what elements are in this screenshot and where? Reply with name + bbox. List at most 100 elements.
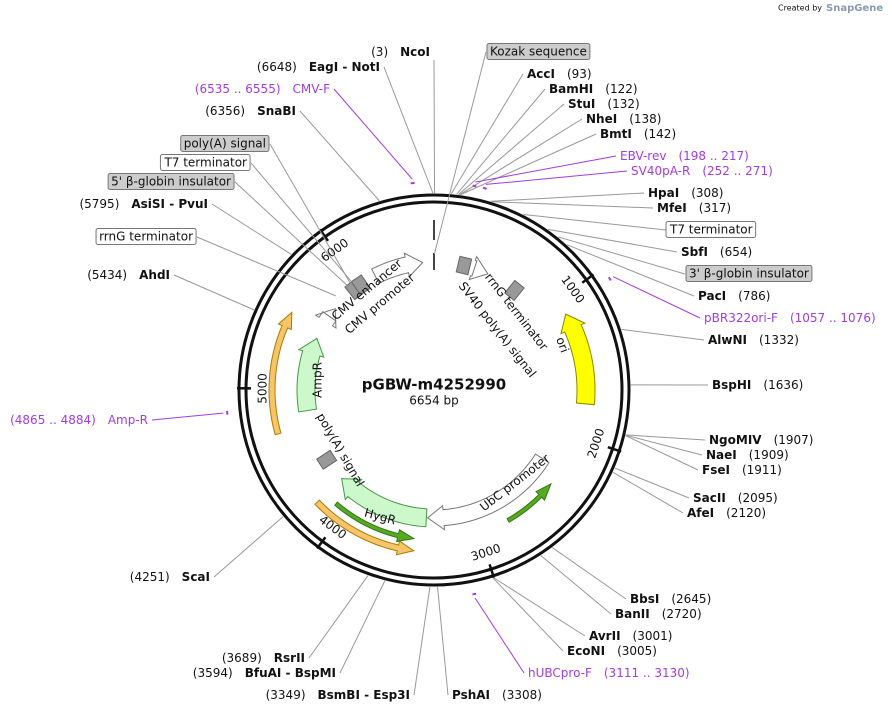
- site-label: (6356) SnaBI: [205, 104, 296, 118]
- feature-label: Kozak sequence: [490, 45, 587, 59]
- feature-label: rrnG terminator: [99, 230, 193, 244]
- site-leader: [492, 201, 654, 209]
- ubc-green-arc: [506, 482, 552, 523]
- feature-leader: [433, 51, 487, 255]
- site-position: (2095): [738, 491, 778, 505]
- site-position: (2720): [662, 607, 702, 621]
- site-position: (1911): [742, 463, 782, 477]
- site-position: (3349): [266, 688, 306, 702]
- map-feature-label: poly(A) signal: [314, 411, 367, 489]
- site-label: BanII (2720): [615, 607, 702, 621]
- site-position: (122): [605, 82, 637, 96]
- site-position: (3): [371, 45, 388, 59]
- feature-label: T7 terminator: [669, 223, 753, 237]
- site-leader: [437, 586, 449, 696]
- site-name: AccI: [527, 67, 555, 81]
- site-leader: [625, 434, 706, 441]
- site-leader: [490, 192, 645, 202]
- primer-name: CMV-F: [293, 82, 331, 96]
- site-name: HpaI: [648, 186, 679, 200]
- site-label: SbfI (654): [681, 245, 752, 259]
- site-position: (1909): [749, 448, 789, 462]
- cmv-promoter-arrow: [371, 252, 424, 285]
- site-leader: [299, 110, 380, 202]
- backbone-inner: [244, 200, 624, 580]
- site-position: (5434): [87, 268, 127, 282]
- site-label: (5795) AsiSI - PvuI: [79, 197, 208, 211]
- site-position: (654): [720, 245, 752, 259]
- primer-label: EBV-rev (198 .. 217): [620, 149, 749, 163]
- site-leader: [460, 133, 597, 196]
- site-label: (4251) ScaI: [130, 570, 210, 584]
- sv40-arrow: [468, 255, 489, 281]
- site-name: FseI: [702, 463, 730, 477]
- primer-range: (6535 .. 6555): [195, 82, 281, 96]
- site-name: BmtI: [600, 127, 632, 141]
- site-leader: [308, 575, 369, 659]
- site-position: (3594): [193, 666, 233, 680]
- site-position: (2120): [726, 506, 766, 520]
- site-position: (1332): [759, 333, 799, 347]
- plasmid-name: pGBW-m4252990: [362, 376, 506, 394]
- site-label: NgoMIV (1907): [709, 433, 813, 447]
- site-name: AlwNI: [708, 333, 747, 347]
- feature-callout: poly(A) signal: [180, 135, 351, 284]
- feature-box: [665, 221, 757, 238]
- site-label: AlwNI (1332): [708, 333, 799, 347]
- primer-range: (1057 .. 1076): [790, 311, 876, 325]
- primer-mark: [482, 186, 487, 190]
- site-label: FseI (1911): [702, 463, 782, 477]
- ring-tick-label: 3000: [469, 541, 502, 564]
- primer-leader: [612, 276, 701, 319]
- site-label: EcoNI (3005): [567, 644, 657, 658]
- hyg-green-arc: [334, 501, 416, 543]
- site-label: (3689) RsrII: [222, 651, 305, 665]
- plasmid-length: 6654 bp: [409, 394, 459, 408]
- ring-tick: [316, 536, 327, 550]
- cmv-enhancer-arrow: [314, 307, 337, 329]
- site-label: BamHI (122): [549, 82, 638, 96]
- primer-label: SV40pA-R (252 .. 271): [631, 164, 773, 178]
- feature-box: [159, 154, 251, 171]
- site-name: EagI - NotI: [309, 60, 380, 74]
- map-feature-label: ori: [553, 335, 571, 354]
- site-leader: [540, 555, 612, 615]
- site-leader: [450, 73, 524, 195]
- watermark-prefix: Created by: [778, 4, 822, 13]
- site-leader: [213, 516, 284, 578]
- site-name: ScaI: [182, 570, 210, 584]
- primer-range: (4865 .. 4884): [10, 413, 96, 427]
- primer-range: (3111 .. 3130): [604, 666, 690, 680]
- site-position: (142): [644, 127, 676, 141]
- feature-label: 5' β-globin insulator: [111, 175, 231, 189]
- feature-box: [95, 228, 197, 245]
- ring-tick: [607, 445, 622, 453]
- feature-callout: rrnG terminator: [95, 228, 337, 297]
- site-name: SnaBI: [257, 104, 296, 118]
- ring-tick-label: 5000: [255, 373, 269, 404]
- ubc-arrow: [426, 453, 550, 531]
- feature-callout: T7 terminator: [159, 154, 353, 283]
- hygr-arrow: [341, 478, 428, 528]
- site-name: StuI: [568, 97, 595, 111]
- site-position: (138): [629, 112, 661, 126]
- site-leader: [625, 434, 703, 456]
- feature-callout: 5' β-globin insulator: [107, 173, 348, 286]
- feature-callout: 3' β-globin insulator: [557, 236, 813, 282]
- site-position: (6648): [257, 60, 297, 74]
- site-label: NheI (138): [586, 112, 661, 126]
- primer-leader: [475, 155, 617, 183]
- site-name: PacI: [698, 289, 726, 303]
- feature-leader: [523, 214, 667, 231]
- site-leader: [456, 88, 546, 195]
- feature-label: poly(A) signal: [184, 137, 266, 151]
- primer-name: EBV-rev: [620, 149, 666, 163]
- site-name: SbfI: [681, 245, 708, 259]
- feature-leader: [196, 236, 337, 297]
- site-leader: [413, 586, 431, 696]
- feature-box: [685, 265, 813, 282]
- map-feature-label: AmpR: [311, 362, 325, 398]
- feature-label: T7 terminator: [163, 156, 247, 170]
- amp-orange-arc: [268, 311, 293, 436]
